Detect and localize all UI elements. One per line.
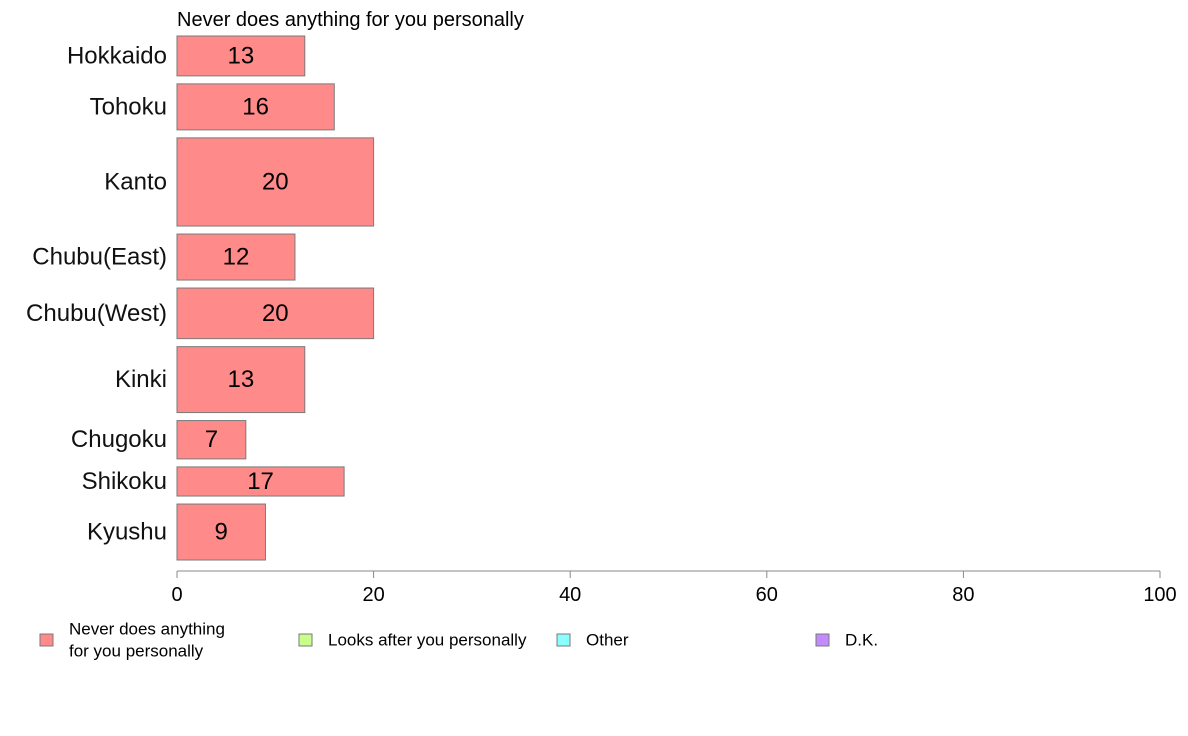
chart-title: Never does anything for you personally (177, 9, 524, 31)
bar (176, 35, 306, 77)
legend-swatch (556, 633, 571, 647)
category-label: Shikoku (82, 468, 167, 495)
category-label: Chugoku (71, 426, 167, 453)
x-tick-label: 60 (756, 584, 778, 606)
x-axis: 0 20 40 60 80 100 (171, 570, 1177, 606)
legend-label: for you personally (69, 642, 204, 661)
value-label: 9 (215, 519, 228, 546)
x-tick-label: 40 (559, 584, 581, 606)
value-label: 7 (205, 426, 218, 453)
x-tick-label: 0 (171, 584, 182, 606)
bar (176, 137, 375, 227)
category-label: Kyushu (87, 519, 167, 546)
bar (176, 503, 266, 561)
bar (176, 83, 335, 131)
legend-label: Other (586, 631, 629, 650)
value-label: 16 (242, 93, 269, 120)
value-label: 13 (228, 42, 255, 69)
value-label: 12 (223, 244, 250, 271)
legend-label: D.K. (845, 631, 878, 650)
category-label: Kinki (115, 366, 167, 393)
x-tick-label: 20 (362, 584, 384, 606)
bar (176, 420, 247, 460)
bar (176, 346, 306, 414)
value-label: 13 (228, 366, 255, 393)
category-label: Tohoku (90, 93, 167, 120)
x-tick-label: 80 (952, 584, 974, 606)
category-label: Kanto (104, 168, 167, 195)
legend-label: Looks after you personally (328, 631, 527, 650)
legend: Never does anything for you personally Loo… (39, 620, 878, 661)
category-label: Hokkaido (67, 42, 167, 69)
category-label: Chubu(West) (26, 300, 167, 327)
x-tick-label: 100 (1143, 584, 1176, 606)
value-label: 17 (247, 468, 274, 495)
value-label: 20 (262, 300, 289, 327)
bar (176, 233, 296, 281)
legend-label: Never does anything (69, 620, 225, 639)
bar (176, 466, 345, 497)
bar (176, 287, 375, 340)
value-label: 20 (262, 168, 289, 195)
legend-swatch (39, 633, 54, 647)
category-label: Chubu(East) (32, 244, 167, 271)
bars-layer: Hokkaido 13 Tohoku 16 Kanto 20 Chubu(East) 12 Ch… (26, 35, 375, 561)
legend-swatch (815, 633, 830, 647)
legend-swatch (298, 633, 313, 647)
